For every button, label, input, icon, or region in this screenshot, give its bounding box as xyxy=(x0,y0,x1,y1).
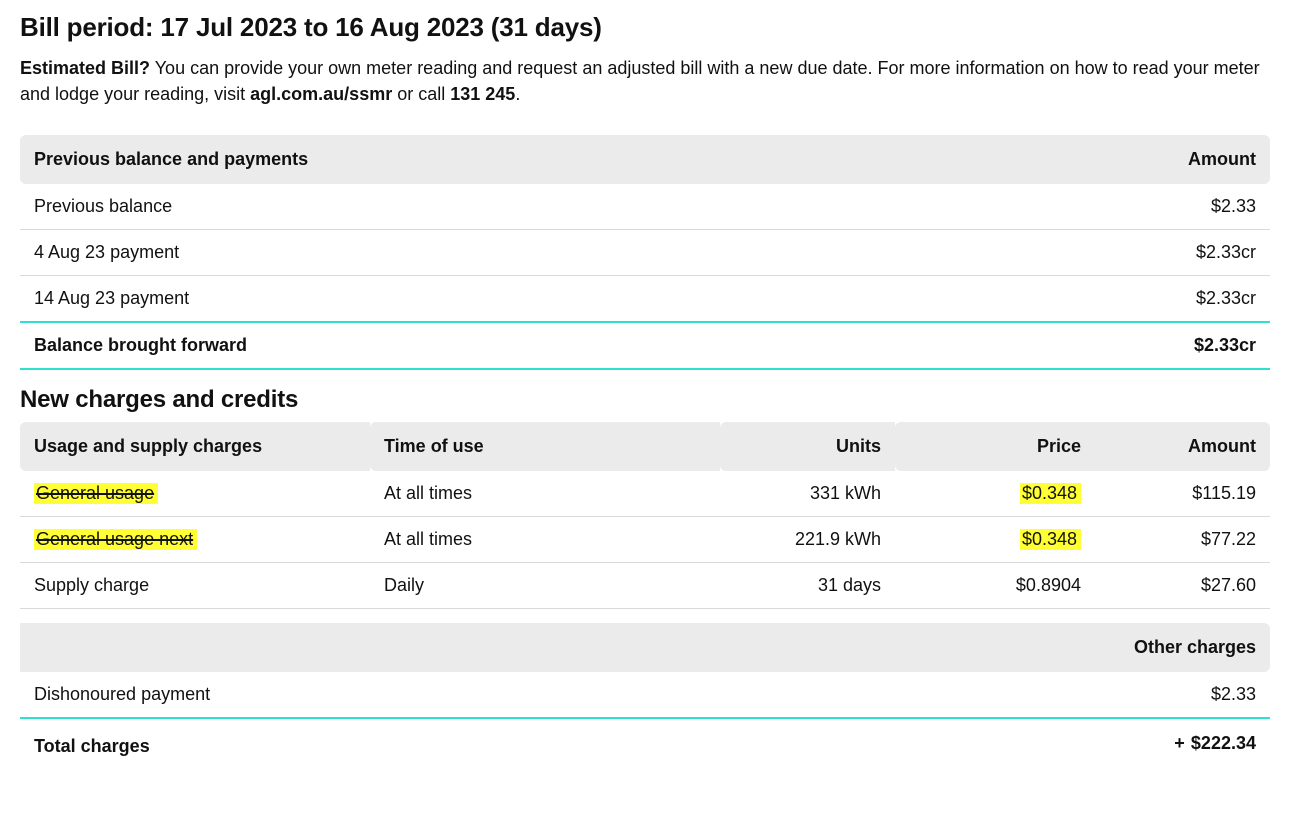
prev-row-amount: $2.33cr xyxy=(969,276,1270,323)
balance-brought-forward-amount: $2.33cr xyxy=(969,322,1270,369)
prev-row-label: 14 Aug 23 payment xyxy=(20,276,969,323)
usage-col-amount: Amount xyxy=(1095,422,1270,471)
intro-text-3: . xyxy=(515,84,520,104)
usage-row-label: Supply charge xyxy=(34,575,149,595)
usage-row-price: $0.348 xyxy=(1020,529,1081,550)
usage-row-units: 31 days xyxy=(720,563,895,609)
usage-row-amount: $27.60 xyxy=(1095,563,1270,609)
usage-row-amount: $77.22 xyxy=(1095,517,1270,563)
intro-phone: 131 245 xyxy=(450,84,515,104)
prev-row-label: 4 Aug 23 payment xyxy=(20,230,969,276)
total-charges-amount-cell: + $222.34 xyxy=(833,718,1270,771)
intro-text-1: You can provide your own meter reading a… xyxy=(20,58,1260,104)
total-plus: + xyxy=(847,733,1190,754)
usage-col-desc: Usage and supply charges xyxy=(20,422,370,471)
balance-brought-forward-label: Balance brought forward xyxy=(20,322,969,369)
other-row-amount: $2.33 xyxy=(833,672,1270,718)
estimated-bill-intro: Estimated Bill? You can provide your own… xyxy=(20,55,1260,107)
usage-row-price: $0.348 xyxy=(1020,483,1081,504)
total-charges-label: Total charges xyxy=(20,718,833,771)
intro-text-2: or call xyxy=(392,84,450,104)
usage-row-units: 221.9 kWh xyxy=(720,517,895,563)
usage-col-time: Time of use xyxy=(370,422,720,471)
prev-header-title: Previous balance and payments xyxy=(20,135,969,184)
usage-charges-table: Usage and supply charges Time of use Uni… xyxy=(20,422,1270,609)
other-row-label: Dishonoured payment xyxy=(20,672,833,718)
estimated-bill-label: Estimated Bill? xyxy=(20,58,150,78)
usage-row-units: 331 kWh xyxy=(720,471,895,517)
bill-period-title: Bill period: 17 Jul 2023 to 16 Aug 2023 … xyxy=(20,12,1270,43)
total-charges-amount: $222.34 xyxy=(1191,733,1256,754)
usage-col-units: Units xyxy=(720,422,895,471)
prev-row-amount: $2.33 xyxy=(969,184,1270,230)
new-charges-heading: New charges and credits xyxy=(20,386,1270,414)
usage-row-amount: $115.19 xyxy=(1095,471,1270,517)
usage-row-time: At all times xyxy=(370,517,720,563)
other-charges-table: Other charges Dishonoured payment$2.33 T… xyxy=(20,623,1270,771)
prev-header-amount: Amount xyxy=(969,135,1270,184)
intro-url: agl.com.au/ssmr xyxy=(250,84,392,104)
usage-row-price: $0.8904 xyxy=(1016,575,1081,595)
prev-row-amount: $2.33cr xyxy=(969,230,1270,276)
usage-row-time: Daily xyxy=(370,563,720,609)
usage-col-price: Price xyxy=(895,422,1095,471)
usage-row-label: General usage next xyxy=(34,529,197,550)
usage-row-time: At all times xyxy=(370,471,720,517)
other-charges-header: Other charges xyxy=(20,623,1270,672)
usage-row-label: General usage xyxy=(34,483,158,504)
previous-balance-table: Previous balance and payments Amount Pre… xyxy=(20,135,1270,370)
prev-row-label: Previous balance xyxy=(20,184,969,230)
